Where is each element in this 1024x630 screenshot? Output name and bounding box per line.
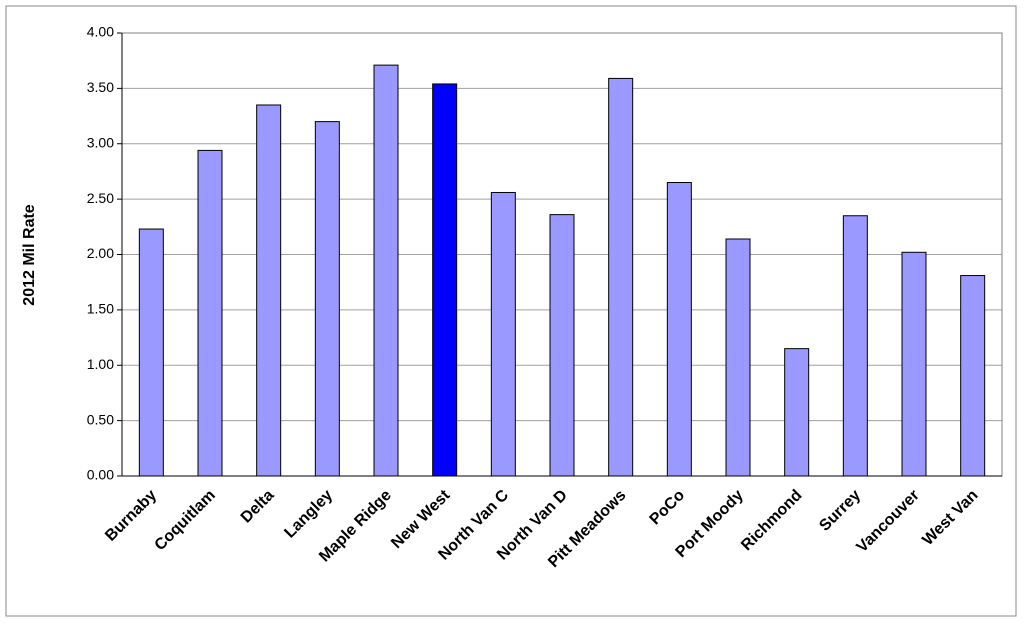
bar [666,182,692,477]
bar [197,149,223,477]
y-tick-label: 0.50 [87,411,114,427]
y-axis-label: 2012 Mil Rate [21,204,38,305]
y-tick-label: 3.00 [87,134,114,150]
bar [842,215,868,477]
y-tick-label: 3.50 [87,79,114,95]
bar [608,77,634,477]
bar [549,214,575,477]
bar [960,275,986,477]
y-tick-label: 2.50 [87,190,114,206]
y-tick-label: 4.00 [87,24,114,40]
bar [432,83,458,477]
y-tick-label: 2.00 [87,245,114,261]
y-tick-label: 1.00 [87,356,114,372]
y-tick-label: 1.50 [87,301,114,317]
bar [901,251,927,477]
bar [314,121,340,477]
bar [784,348,810,477]
bar [373,64,399,477]
bar [256,104,282,477]
y-tick-label: 0.00 [87,467,114,483]
bar [490,191,516,477]
bar [725,238,751,477]
bar [138,228,164,477]
